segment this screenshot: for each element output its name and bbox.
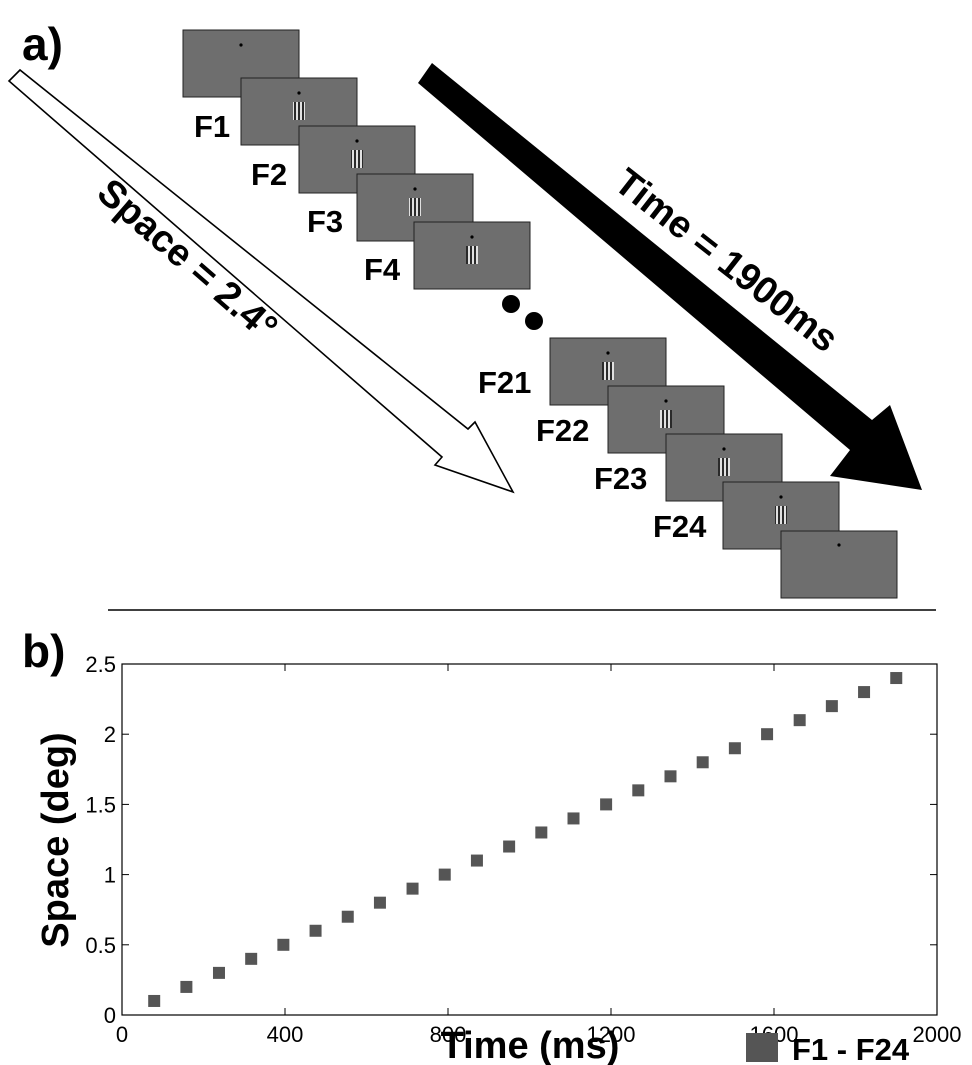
data-point bbox=[277, 938, 290, 951]
data-markers bbox=[148, 672, 903, 1007]
grating-stimulus bbox=[466, 246, 478, 264]
data-point bbox=[180, 980, 193, 993]
data-point bbox=[148, 994, 161, 1007]
frame-label-f22: F22 bbox=[536, 413, 589, 448]
data-point bbox=[406, 882, 419, 895]
data-point bbox=[438, 868, 451, 881]
x-tick-label: 2000 bbox=[913, 1022, 962, 1047]
data-point bbox=[245, 952, 258, 965]
frame-label-f23: F23 bbox=[594, 461, 647, 496]
legend-label: F1 - F24 bbox=[792, 1032, 910, 1065]
y-tick-label: 1 bbox=[104, 863, 116, 888]
grating-stimulus bbox=[409, 198, 421, 216]
data-point bbox=[890, 672, 903, 685]
y-tick-label: 0.5 bbox=[85, 933, 116, 958]
y-tick-label: 1.5 bbox=[85, 792, 116, 817]
legend: F1 - F24 bbox=[746, 1032, 910, 1065]
data-point bbox=[632, 784, 645, 797]
data-point bbox=[341, 910, 354, 923]
panel-a-label: a) bbox=[22, 18, 63, 70]
frame-label-f2: F2 bbox=[251, 157, 287, 192]
ellipsis-dot bbox=[502, 295, 520, 313]
data-point bbox=[793, 714, 806, 727]
data-point bbox=[309, 924, 322, 937]
x-axis-label: Time (ms) bbox=[441, 1025, 620, 1065]
data-point bbox=[567, 812, 580, 825]
data-point bbox=[470, 854, 483, 867]
x-tick-label: 1200 bbox=[587, 1022, 636, 1047]
x-tick-label: 0 bbox=[116, 1022, 128, 1047]
grating-stimulus bbox=[660, 410, 672, 428]
data-point bbox=[728, 742, 741, 755]
x-tick-label: 400 bbox=[267, 1022, 304, 1047]
legend-marker bbox=[746, 1033, 778, 1062]
panel-a: a) Space = 2.4° Time = 1900ms bbox=[7, 18, 922, 599]
frame-label-f21: F21 bbox=[478, 365, 531, 400]
y-tick-label: 2 bbox=[104, 722, 116, 747]
x-tick-label: 800 bbox=[430, 1022, 467, 1047]
data-point bbox=[373, 896, 386, 909]
y-tick-label: 0 bbox=[104, 1003, 116, 1028]
grating-stimulus bbox=[718, 458, 730, 476]
frame-5 bbox=[413, 221, 531, 290]
data-point bbox=[535, 826, 548, 839]
frame-label-f3: F3 bbox=[307, 204, 343, 239]
data-point bbox=[825, 700, 838, 713]
data-point bbox=[664, 770, 677, 783]
data-point bbox=[696, 756, 709, 769]
data-point bbox=[600, 798, 613, 811]
plot-area bbox=[121, 663, 938, 1016]
grating-stimulus bbox=[293, 102, 305, 120]
frame-label-f24: F24 bbox=[653, 509, 707, 544]
data-point bbox=[503, 840, 516, 853]
grating-stimulus bbox=[351, 150, 363, 168]
frame-label-f1: F1 bbox=[194, 109, 230, 144]
data-point bbox=[212, 966, 225, 979]
y-axis-label: Space (deg) bbox=[35, 732, 77, 947]
y-tick-label: 2.5 bbox=[85, 652, 116, 677]
frame-label-f4: F4 bbox=[364, 252, 401, 287]
frame-25 bbox=[780, 530, 898, 599]
data-point bbox=[761, 728, 774, 741]
panel-b: b) 0400800120016002000 00.511.522.5 Time… bbox=[22, 625, 961, 1065]
time-arrow bbox=[418, 63, 922, 490]
grating-stimulus bbox=[602, 362, 614, 380]
grating-stimulus bbox=[775, 506, 787, 524]
data-point bbox=[858, 686, 871, 699]
y-axis-ticks: 0 0.5 1 1.5 2 2.5 bbox=[85, 652, 937, 1028]
panel-b-label: b) bbox=[22, 625, 65, 677]
space-arrow bbox=[7, 68, 515, 494]
ellipsis-dot bbox=[525, 312, 543, 330]
